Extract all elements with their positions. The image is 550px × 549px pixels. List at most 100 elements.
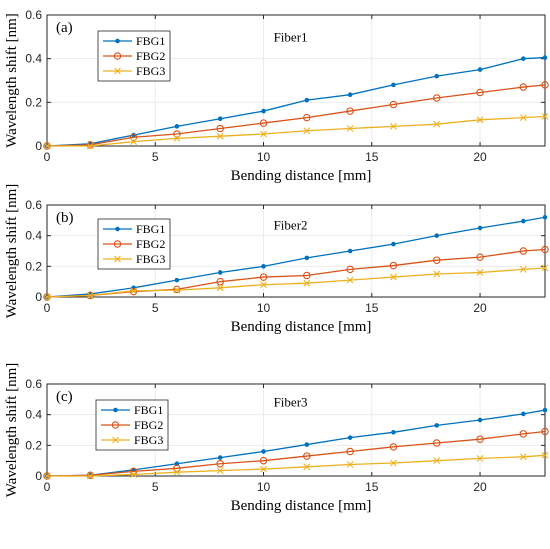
data-point-fbg3 bbox=[173, 134, 181, 142]
legend-label-fbg1: FBG1 bbox=[136, 222, 165, 236]
data-point-fbg2 bbox=[432, 256, 441, 264]
panel-title: Fiber1 bbox=[274, 29, 308, 44]
axes-box bbox=[46, 204, 546, 298]
legend-label-fbg3: FBG3 bbox=[136, 64, 165, 78]
data-point-fbg3 bbox=[390, 273, 397, 281]
data-point-fbg2 bbox=[346, 107, 354, 115]
data-point-fbg2 bbox=[389, 261, 398, 270]
data-point-fbg3 bbox=[43, 472, 51, 480]
data-point-fbg2 bbox=[303, 452, 311, 460]
legend-marker bbox=[114, 255, 121, 263]
data-point-fbg1 bbox=[477, 67, 483, 72]
data-point-fbg3 bbox=[130, 287, 137, 295]
data-point-fbg3 bbox=[43, 142, 51, 150]
data-point-fbg3 bbox=[476, 454, 484, 462]
data-point-fbg3 bbox=[303, 463, 311, 471]
panel-title: Fiber3 bbox=[274, 395, 308, 410]
x-tick-label: 10 bbox=[257, 150, 271, 164]
data-point-fbg3 bbox=[390, 459, 397, 467]
data-point-fbg3 bbox=[303, 127, 311, 135]
data-point-fbg1 bbox=[521, 218, 526, 224]
data-point-fbg1 bbox=[304, 255, 310, 261]
data-point-fbg2 bbox=[541, 427, 549, 436]
x-tick-label: 5 bbox=[152, 150, 159, 164]
data-point-fbg3 bbox=[173, 468, 181, 476]
x-axis-label: Bending distance [mm] bbox=[231, 168, 372, 184]
data-point-fbg3 bbox=[86, 472, 94, 480]
x-tick-label: 15 bbox=[365, 150, 379, 164]
data-point-fbg1 bbox=[477, 225, 483, 231]
legend-marker bbox=[115, 38, 120, 44]
data-point-fbg1 bbox=[217, 455, 223, 460]
y-tick-label: 0 bbox=[35, 469, 42, 483]
data-point-fbg1 bbox=[261, 264, 266, 269]
data-point-fbg1 bbox=[217, 116, 223, 122]
data-point-fbg1 bbox=[391, 430, 396, 435]
axes-box bbox=[46, 383, 546, 477]
data-point-fbg1 bbox=[521, 411, 526, 417]
data-point-fbg3 bbox=[216, 284, 224, 292]
panel-title: Fiber2 bbox=[274, 218, 308, 233]
data-point-fbg3 bbox=[433, 120, 441, 128]
data-point-fbg1 bbox=[521, 56, 526, 61]
data-point-fbg1 bbox=[434, 423, 440, 428]
legend-label-fbg2: FBG2 bbox=[136, 49, 165, 63]
data-point-fbg1 bbox=[304, 442, 310, 447]
data-point-fbg1 bbox=[261, 108, 266, 114]
legend-marker bbox=[111, 421, 120, 429]
x-tick-label: 0 bbox=[44, 480, 51, 494]
data-point-fbg2 bbox=[476, 435, 484, 443]
data-point-fbg1 bbox=[174, 277, 180, 283]
data-point-fbg2 bbox=[476, 88, 484, 97]
data-point-fbg3 bbox=[216, 467, 224, 475]
series-line-fbg3 bbox=[47, 115, 546, 147]
data-point-fbg2 bbox=[259, 456, 268, 465]
legend-label-fbg2: FBG2 bbox=[134, 418, 163, 432]
data-point-fbg3 bbox=[519, 266, 527, 273]
data-point-fbg2 bbox=[303, 271, 311, 280]
data-point-fbg2 bbox=[173, 130, 181, 138]
y-tick-label: 0.6 bbox=[25, 198, 42, 212]
data-point-fbg3 bbox=[303, 279, 311, 287]
y-tick-label: 0.4 bbox=[25, 229, 42, 243]
y-tick-label: 0 bbox=[35, 290, 42, 304]
data-point-fbg1 bbox=[434, 233, 440, 238]
data-point-fbg1 bbox=[217, 270, 223, 275]
data-point-fbg3 bbox=[476, 116, 484, 124]
legend-marker bbox=[114, 67, 121, 75]
data-point-fbg2 bbox=[259, 273, 268, 281]
y-axis-label: Wavelength shift [nm] bbox=[4, 184, 20, 319]
data-point-fbg2 bbox=[476, 253, 484, 261]
y-tick-label: 0.2 bbox=[25, 259, 42, 273]
data-point-fbg2 bbox=[541, 245, 549, 254]
data-point-fbg3 bbox=[346, 461, 354, 468]
x-tick-label: 0 bbox=[44, 150, 51, 164]
legend-marker bbox=[113, 240, 122, 248]
panel-letter: (b) bbox=[56, 210, 74, 226]
data-point-fbg3 bbox=[130, 138, 137, 146]
y-tick-label: 0.4 bbox=[25, 52, 42, 66]
legend-marker bbox=[113, 52, 122, 60]
legend-label-fbg1: FBG1 bbox=[136, 34, 165, 48]
series-line-fbg3 bbox=[46, 267, 546, 298]
legend-label-fbg2: FBG2 bbox=[136, 237, 165, 251]
data-point-fbg3 bbox=[173, 286, 181, 294]
series-line-fbg2 bbox=[46, 84, 546, 147]
data-point-fbg2 bbox=[432, 94, 441, 102]
x-tick-label: 5 bbox=[152, 480, 159, 494]
y-axis-label: Wavelength shift [nm] bbox=[4, 363, 20, 498]
data-point-fbg1 bbox=[261, 449, 266, 454]
legend-label-fbg3: FBG3 bbox=[136, 252, 165, 266]
data-point-fbg2 bbox=[259, 119, 268, 127]
panel-letter: (a) bbox=[56, 20, 73, 36]
y-axis-label: Wavelength shift [nm] bbox=[4, 13, 20, 148]
data-point-fbg2 bbox=[541, 81, 549, 89]
data-point-fbg3 bbox=[86, 292, 94, 299]
data-point-fbg1 bbox=[347, 92, 353, 97]
data-point-fbg3 bbox=[86, 142, 94, 150]
